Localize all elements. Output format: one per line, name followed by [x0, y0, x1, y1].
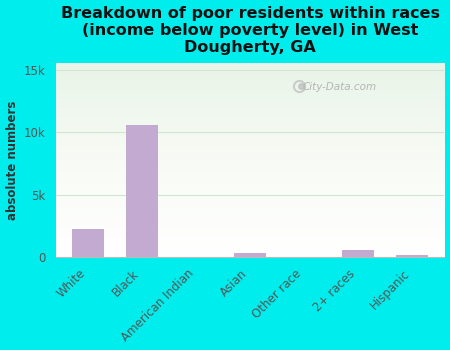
Bar: [72, 229, 104, 257]
Bar: [234, 253, 266, 257]
Y-axis label: absolute numbers: absolute numbers: [5, 101, 18, 220]
Text: City-Data.com: City-Data.com: [302, 82, 377, 92]
Bar: [342, 250, 374, 257]
Bar: [396, 256, 428, 257]
Bar: [126, 125, 158, 257]
Title: Breakdown of poor residents within races
(income below poverty level) in West
Do: Breakdown of poor residents within races…: [60, 6, 440, 55]
